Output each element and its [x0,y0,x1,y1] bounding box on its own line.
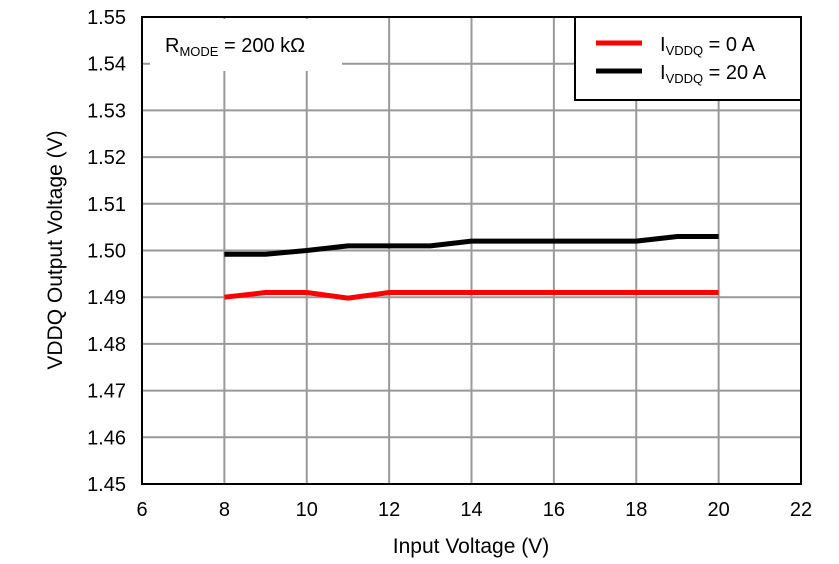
x-tick-label: 22 [790,499,812,521]
y-tick-label: 1.49 [87,287,126,309]
x-tick-label: 16 [543,499,565,521]
y-tick-label: 1.46 [87,427,126,449]
y-tick-label: 1.45 [87,474,126,496]
y-tick-label: 1.53 [87,100,126,122]
x-tick-label: 6 [136,499,147,521]
y-axis-label: VDDQ Output Voltage (V) [44,130,67,369]
legend: IVDDQ = 0 A IVDDQ = 20 A [575,17,801,100]
x-tick-label: 14 [460,499,482,521]
x-tick-label: 18 [625,499,647,521]
y-tick-label: 1.47 [87,381,126,403]
x-axis-label: Input Voltage (V) [393,535,549,558]
y-tick-label: 1.55 [87,7,126,29]
y-tick-label: 1.51 [87,194,126,216]
x-tick-label: 10 [296,499,318,521]
y-tick-label: 1.52 [87,147,126,169]
legend-box [575,17,801,100]
x-tick-label: 12 [378,499,400,521]
x-tick-label: 8 [219,499,230,521]
x-tick-label: 20 [708,499,730,521]
y-tick-label: 1.48 [87,334,126,356]
y-tick-label: 1.54 [87,54,126,76]
y-tick-label: 1.50 [87,241,126,263]
